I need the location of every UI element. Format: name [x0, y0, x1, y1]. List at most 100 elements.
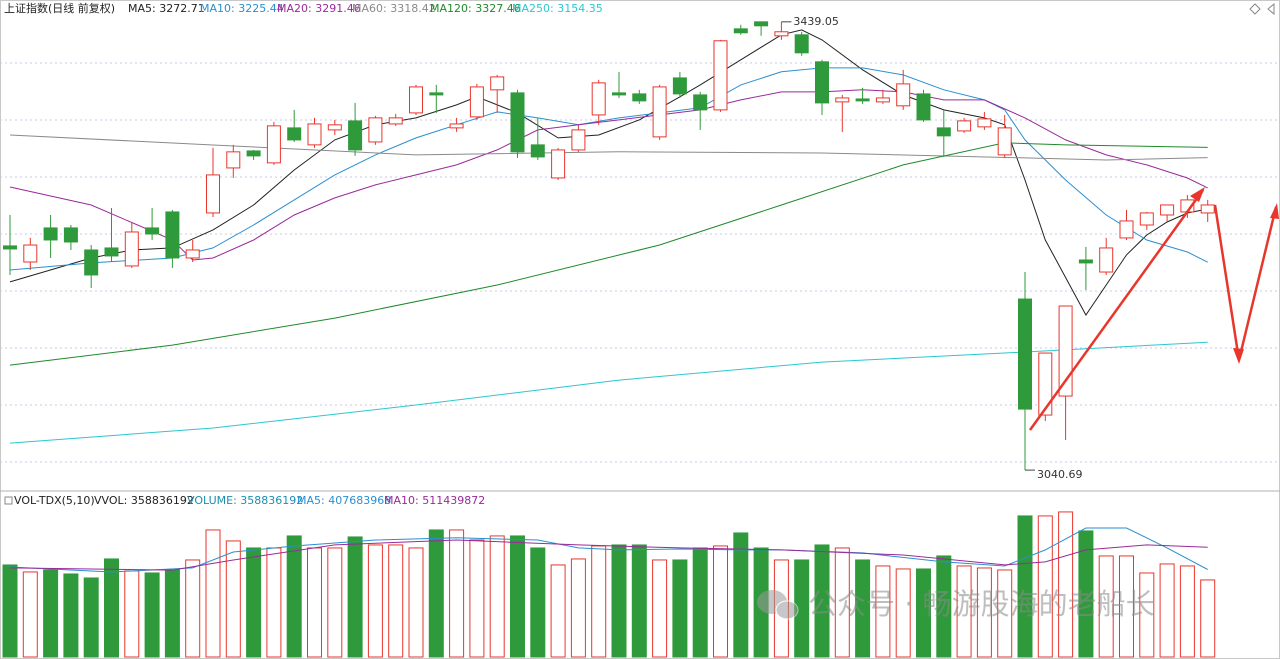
volume-bar [997, 569, 1013, 658]
candle-body [835, 97, 850, 103]
volume-ma-line [9, 527, 1208, 573]
candle-body [104, 247, 119, 257]
volume-bar [164, 569, 180, 658]
volume-bar [63, 573, 79, 658]
toolbar-icons[interactable] [1249, 2, 1275, 16]
ma-line [9, 134, 1208, 161]
volume-bar [611, 544, 627, 658]
candle-body [185, 249, 200, 259]
candle-body [206, 174, 220, 214]
volume-bar [1058, 511, 1074, 658]
candle-body [266, 125, 281, 164]
candle-body [855, 98, 870, 102]
arrow-line [1028, 189, 1205, 431]
volume-bar [510, 535, 525, 658]
candle-body [957, 120, 972, 132]
volume-bar [875, 565, 891, 658]
volume-bar [266, 547, 282, 658]
candle-body [1078, 259, 1093, 264]
volume-bar [286, 535, 302, 658]
candle-body [3, 245, 17, 250]
volume-bar [936, 555, 952, 658]
candle-body [1099, 247, 1114, 273]
candle-body [1139, 212, 1154, 226]
candle-body [652, 86, 667, 138]
candle-body [794, 34, 809, 54]
candle-body [1119, 220, 1134, 239]
volume-bar [652, 559, 668, 658]
candle-body [165, 211, 180, 259]
volume-bar [469, 539, 485, 658]
candle-body [551, 149, 566, 179]
volume-bar [205, 529, 221, 658]
volume-bar [144, 572, 160, 658]
candle-body [997, 127, 1012, 156]
candle-body [43, 227, 58, 241]
volume-legend-entry: MA10: 511439872 [384, 494, 485, 507]
volume-bar [489, 535, 505, 658]
candle-body [63, 227, 78, 243]
candle-body [124, 231, 139, 267]
volume-bar [2, 564, 18, 658]
volume-bar [672, 559, 688, 658]
ma-line [9, 142, 1208, 366]
volume-bar [225, 540, 241, 658]
volume-bar [895, 568, 911, 658]
volume-bar [185, 559, 201, 658]
legend-entry: MA20: 3291.46 [277, 2, 361, 15]
candle-body [754, 21, 769, 27]
hand-drawn-arrows [1028, 187, 1279, 431]
candle-body [672, 77, 687, 95]
candle-body [916, 93, 931, 121]
candle-body [287, 127, 302, 141]
candle-body [429, 92, 444, 96]
volume-bar [956, 565, 972, 658]
volume-bar [631, 544, 647, 658]
volume-bar [388, 544, 404, 658]
volume-bar [124, 570, 140, 658]
candle-body [875, 97, 890, 103]
volume-bar [591, 545, 607, 658]
volume-legend-entry: VVOL: 358836192 [94, 494, 194, 507]
candle-body [977, 118, 992, 128]
volume-bar [246, 547, 262, 658]
volume-bar [1139, 572, 1155, 658]
legend-entry: MA10: 3225.44 [200, 2, 284, 15]
volume-bar [43, 569, 59, 658]
panel-icon[interactable] [4, 496, 13, 505]
volume-bar [550, 564, 566, 658]
candle-body [1058, 305, 1073, 397]
candle-body [713, 40, 728, 111]
volume-bar [1159, 563, 1175, 658]
candle-body [571, 129, 586, 151]
candle-body [1200, 204, 1215, 214]
volume-bar [83, 577, 99, 658]
watermark: 公众号 · 畅游股海的老船长 [757, 587, 1155, 621]
volume-bar [733, 532, 749, 658]
volume-bar [570, 558, 586, 658]
volume-bar [1078, 530, 1094, 658]
volume-legend-entry: MA5: 407683968 [297, 494, 391, 507]
low-label: 3040.69 [1037, 468, 1083, 481]
legend-entry: MA250: 3154.35 [512, 2, 603, 15]
candle-body [632, 93, 647, 102]
ma-line [9, 67, 1208, 271]
candle-body [530, 144, 545, 158]
candle-body [226, 151, 241, 169]
volume-bar [530, 547, 546, 658]
volume-bar [367, 544, 383, 658]
volume-bar [692, 547, 708, 658]
volume-bar [1200, 579, 1216, 658]
candle-body [510, 92, 525, 153]
volume-title: VOL-TDX(5,10) [14, 494, 95, 507]
candle-body [368, 117, 383, 143]
volume-ma-line [9, 539, 1208, 571]
candle-body [490, 76, 505, 91]
volume-bar [1119, 555, 1134, 658]
candle-body [449, 123, 464, 129]
legend-entry: MA5: 3272.71 [128, 2, 205, 15]
volume-bar [976, 567, 992, 658]
watermark-text: 公众号 · 畅游股海的老船长 [808, 587, 1155, 621]
volume-bar [428, 529, 444, 658]
